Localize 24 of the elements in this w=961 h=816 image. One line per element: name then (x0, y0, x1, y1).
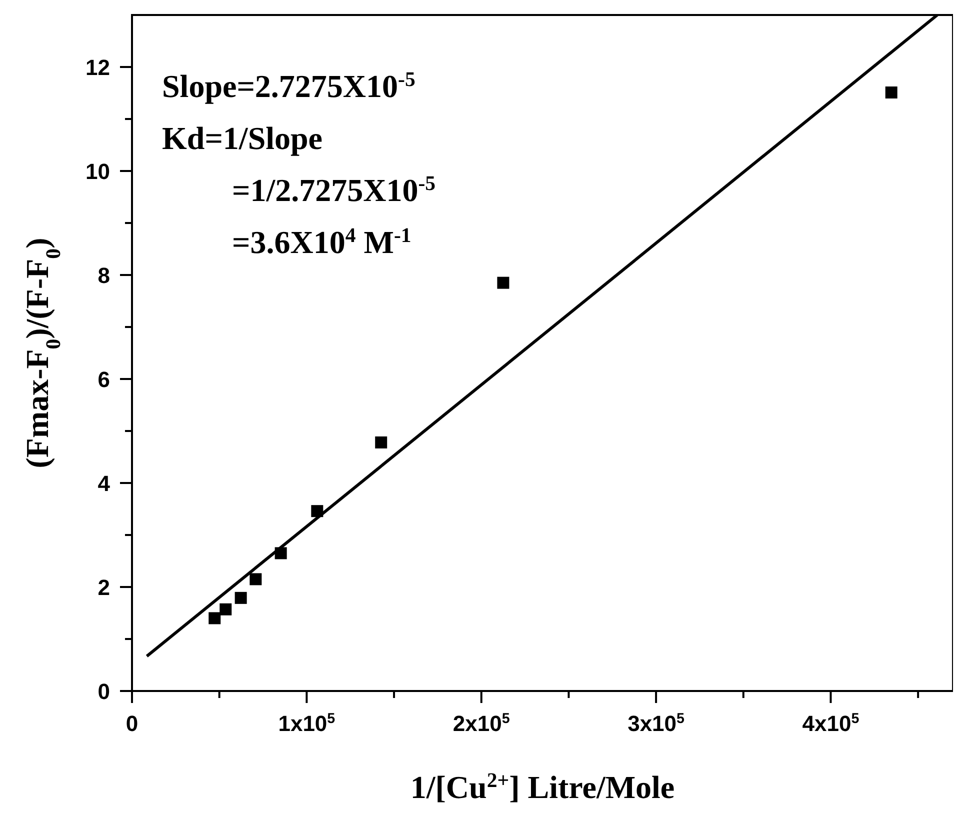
y-tick-label: 10 (86, 159, 110, 184)
point (220, 603, 232, 616)
point (375, 436, 388, 448)
point (208, 612, 221, 624)
annotation: Kd=1/Slope (162, 120, 322, 156)
y-tick-label: 12 (86, 55, 110, 80)
annotation: Slope=2.7275X10$^{-5}$ (162, 68, 416, 104)
y-tick-label: 4 (98, 471, 111, 496)
annotation: =1/2.7275X10$^{-5}$ (232, 172, 436, 208)
point (497, 276, 510, 289)
y-tick-label: 6 (98, 367, 110, 392)
x-tick-label: 3x10$^{5}$ (628, 711, 685, 736)
y-tick-label: 2 (98, 575, 110, 600)
y-tick-label: 8 (98, 263, 110, 288)
x-tick-label: 1x10$^{5}$ (278, 711, 336, 736)
x-tick-label: 0 (126, 711, 138, 736)
x-tick-label: 4x10$^{5}$ (802, 711, 860, 736)
annotation: =3.6X10$^{4}$ M$^{-1}$ (232, 224, 412, 260)
point (250, 573, 262, 586)
y-tick-label: 0 (98, 679, 110, 704)
point (234, 592, 247, 604)
x-axis-title: 1/[Cu$^{2+}$] Litre/Mole (410, 768, 675, 805)
point (885, 86, 898, 98)
x-tick-label: 2x10$^{5}$ (452, 711, 510, 736)
